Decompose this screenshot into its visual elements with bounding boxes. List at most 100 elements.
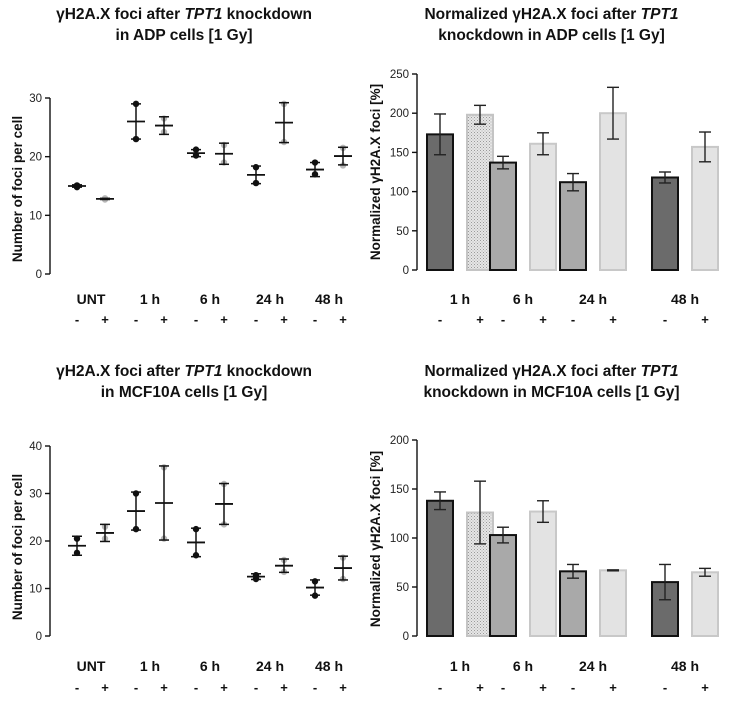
- adp_foci-sign-minus: -: [75, 312, 79, 327]
- adp_norm-bar: [691, 145, 719, 271]
- adp_norm-sign-minus: -: [571, 312, 575, 327]
- mcf_foci-sign-plus: +: [339, 680, 347, 695]
- adp_foci-sign-plus: +: [280, 312, 288, 327]
- mcf_foci-sign-minus: -: [134, 680, 138, 695]
- mcf_foci-y-tick-label: 0: [36, 631, 42, 643]
- mcf_norm-sign-minus: -: [438, 680, 442, 695]
- adp_foci-sign-plus: +: [101, 312, 109, 327]
- mcf_foci-sign-minus: -: [194, 680, 198, 695]
- title-mcf-foci: γH2A.X foci after TPT1 knockdown in MCF1…: [0, 361, 368, 403]
- mcf_norm-y-tick-label: 100: [390, 533, 409, 545]
- adp_norm-sign-plus: +: [539, 312, 547, 327]
- adp_norm-sign-minus: -: [501, 312, 505, 327]
- mcf_foci-y-axis-label: Number of foci per cell: [10, 474, 25, 620]
- mcf_foci-y-tick-label: 40: [29, 441, 42, 453]
- adp_foci-sign-plus: +: [220, 312, 228, 327]
- mcf_foci-group-label: 48 h: [315, 658, 343, 674]
- mcf_norm-bar: [529, 510, 557, 638]
- title-adp-foci-line2: in ADP cells [1 Gy]: [115, 27, 253, 44]
- title-mcf-norm: Normalized γH2A.X foci after TPT1 knockd…: [368, 361, 735, 403]
- adp_norm-bar: [559, 181, 587, 271]
- adp_foci-group-label: 6 h: [200, 291, 220, 307]
- adp_foci-y-tick-label: 20: [29, 152, 42, 164]
- mcf_foci-sign-minus: -: [254, 680, 258, 695]
- mcf_norm-group-label: 6 h: [513, 658, 533, 674]
- mcf_norm-bar: [426, 499, 454, 638]
- mcf_norm-sign-plus: +: [701, 680, 709, 695]
- adp_foci-y-axis-label: Number of foci per cell: [10, 116, 25, 262]
- adp_foci-sign-minus: -: [134, 312, 138, 327]
- adp_norm-y-axis-label: Normalized γH2A.X foci [%]: [368, 84, 383, 260]
- title-mcf-foci-pre: γH2A.X foci after: [56, 363, 185, 380]
- adp_norm-group-label: 48 h: [671, 291, 699, 307]
- adp_foci-group-label: UNT: [77, 291, 106, 307]
- adp_norm-group-label: 1 h: [450, 291, 470, 307]
- mcf_foci-sign-plus: +: [101, 680, 109, 695]
- adp_norm-y-tick-label: 250: [390, 69, 409, 81]
- title-adp-norm-pre: Normalized γH2A.X foci after: [424, 6, 641, 23]
- adp_foci-group-label: 24 h: [256, 291, 284, 307]
- title-mcf-norm-pre: Normalized γH2A.X foci after: [424, 363, 641, 380]
- adp_foci-sign-plus: +: [339, 312, 347, 327]
- adp_foci-sign-minus: -: [194, 312, 198, 327]
- mcf_foci-sign-plus: +: [280, 680, 288, 695]
- mcf_norm-sign-minus: -: [663, 680, 667, 695]
- mcf_norm-y-tick-label: 50: [396, 582, 409, 594]
- mcf_norm-y-axis-label: Normalized γH2A.X foci [%]: [368, 451, 383, 627]
- adp_norm-y-tick-label: 50: [396, 226, 409, 238]
- title-mcf-foci-line2: in MCF10A cells [1 Gy]: [100, 384, 268, 401]
- adp_norm-group-label: 6 h: [513, 291, 533, 307]
- adp_foci-y-tick-label: 10: [29, 210, 42, 222]
- mcf_norm-bar: [599, 569, 627, 638]
- adp_norm-bar: [651, 176, 679, 272]
- adp_norm-sign-plus: +: [476, 312, 484, 327]
- mcf_norm-bar: [691, 571, 719, 637]
- mcf_norm-bar: [559, 570, 587, 638]
- mcf_foci-sign-plus: +: [220, 680, 228, 695]
- adp_foci-group-label: 48 h: [315, 291, 343, 307]
- mcf_norm-group-label: 48 h: [671, 658, 699, 674]
- title-mcf-norm-line2: knockdown in MCF10A cells [1 Gy]: [423, 384, 680, 401]
- adp_foci-sign-minus: -: [254, 312, 258, 327]
- title-adp-foci-post: knockdown: [222, 6, 312, 23]
- title-mcf-foci-post: knockdown: [222, 363, 312, 380]
- adp_foci-group-label: 1 h: [140, 291, 160, 307]
- mcf_norm-sign-plus: +: [476, 680, 484, 695]
- adp_norm-group-label: 24 h: [579, 291, 607, 307]
- adp_norm-y-tick-label: 0: [403, 265, 409, 277]
- title-adp-foci: γH2A.X foci after TPT1 knockdown in ADP …: [0, 4, 368, 46]
- title-mcf-foci-gene: TPT1: [184, 363, 223, 380]
- title-adp-norm-gene: TPT1: [640, 6, 679, 23]
- mcf_norm-sign-plus: +: [539, 680, 547, 695]
- adp_norm-sign-plus: +: [609, 312, 617, 327]
- mcf_norm-group-label: 24 h: [579, 658, 607, 674]
- mcf_foci-y-tick-label: 20: [29, 536, 42, 548]
- adp_foci-sign-minus: -: [313, 312, 317, 327]
- adp_norm-sign-minus: -: [438, 312, 442, 327]
- mcf_foci-group-label: 1 h: [140, 658, 160, 674]
- mcf_norm-y-tick-label: 150: [390, 484, 409, 496]
- adp_norm-y-tick-label: 100: [390, 187, 409, 199]
- title-mcf-norm-gene: TPT1: [640, 363, 679, 380]
- adp_norm-y-tick-label: 150: [390, 147, 409, 159]
- title-adp-norm: Normalized γH2A.X foci after TPT1 knockd…: [368, 4, 735, 46]
- mcf_norm-sign-minus: -: [571, 680, 575, 695]
- adp_foci-y-tick-label: 30: [29, 93, 42, 105]
- mcf_norm-y-tick-label: 0: [403, 631, 409, 643]
- mcf_norm-group-label: 1 h: [450, 658, 470, 674]
- mcf_foci-y-tick-label: 30: [29, 489, 42, 501]
- mcf_foci-group-label: 6 h: [200, 658, 220, 674]
- mcf_foci-y-tick-label: 10: [29, 584, 42, 596]
- adp_foci-sign-plus: +: [160, 312, 168, 327]
- title-adp-foci-pre: γH2A.X foci after: [56, 6, 185, 23]
- title-adp-foci-gene: TPT1: [184, 6, 223, 23]
- title-adp-norm-line2: knockdown in ADP cells [1 Gy]: [438, 27, 665, 44]
- mcf_foci-group-label: UNT: [77, 658, 106, 674]
- adp_foci-y-tick-label: 0: [36, 269, 42, 281]
- adp_norm-y-tick-label: 200: [390, 108, 409, 120]
- mcf_foci-sign-plus: +: [160, 680, 168, 695]
- mcf_foci-group-label: 24 h: [256, 658, 284, 674]
- mcf_norm-bar: [489, 534, 517, 637]
